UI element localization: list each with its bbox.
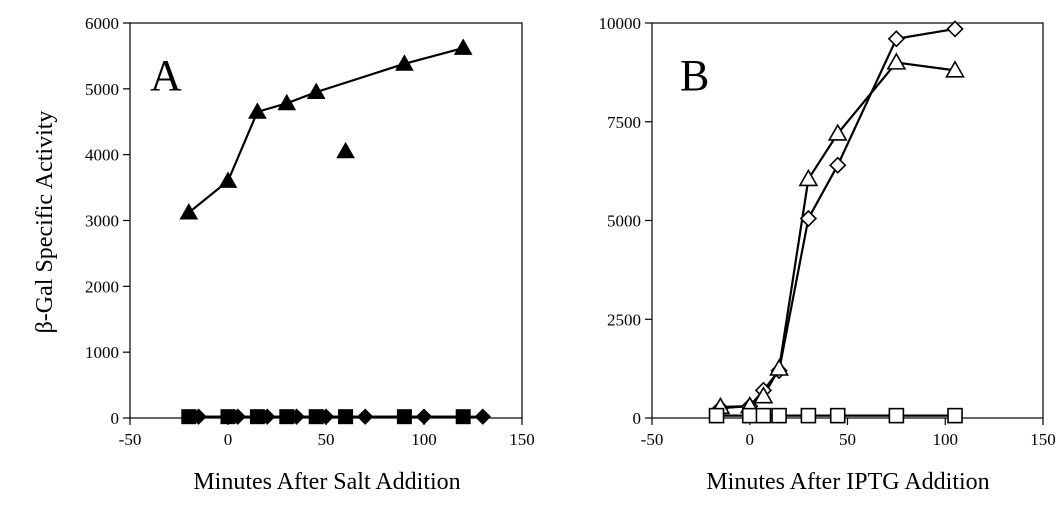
panel-a-series-4-point — [474, 408, 492, 425]
panel-b-series-3-point — [800, 407, 817, 424]
panel-b-x-tick-label: 150 — [1030, 430, 1056, 449]
panel-a-series-4-point — [415, 408, 433, 425]
panel-b-series-1-point — [799, 209, 818, 228]
panel-a: A Minutes After Salt Addition 0100020003… — [85, 14, 535, 495]
panel-b-y-tick-label: 5000 — [607, 212, 641, 231]
panel-a-series-2-point — [336, 141, 355, 159]
panel-a-x-tick-label: 0 — [224, 430, 233, 449]
panel-a-x-tick-label: 150 — [509, 430, 535, 449]
panel-a-x-tick-label: 50 — [318, 430, 335, 449]
panel-a-y-tick-label: 2000 — [85, 277, 119, 296]
panel-a-y-tick-label: 4000 — [85, 146, 119, 165]
panel-b-series-3-point — [755, 407, 772, 424]
panel-b-x-axis-title: Minutes After IPTG Addition — [706, 469, 989, 495]
panel-a-y-tick-label: 1000 — [85, 343, 119, 362]
panel-b-series-3-point — [829, 407, 846, 424]
panel-b-series-3-point — [771, 407, 787, 424]
panel-a-x-axis-title: Minutes After Salt Addition — [193, 469, 460, 495]
panel-a-y-tick-label: 5000 — [85, 80, 119, 99]
panel-a-series-1-line — [188, 46, 464, 214]
panel-b-series-2-point — [827, 123, 848, 141]
panel-b-series-1-line — [720, 27, 956, 410]
panel-b-x-tick-label: 100 — [933, 430, 959, 449]
panel-a-series-3-point — [396, 409, 412, 425]
panel-a-series-1-point — [453, 38, 473, 55]
panel-a-series-1-point — [277, 93, 297, 111]
panel-a-x-tick-label: 100 — [411, 430, 437, 449]
panel-a-y-tick-label: 6000 — [85, 14, 119, 33]
panel-b-letter: B — [680, 51, 709, 100]
panel-a-x-tick-label: -50 — [119, 430, 142, 449]
panel-b-y-tick-label: 2500 — [607, 310, 641, 329]
panel-a-letter: A — [150, 51, 182, 100]
panel-b-series-1-point — [829, 156, 847, 174]
panel-a-series-1-point — [306, 82, 326, 99]
panel-a-y-tick-label: 3000 — [85, 212, 119, 231]
panel-a-series-4-point — [317, 408, 335, 425]
panel-b-y-tick-label: 0 — [633, 409, 642, 428]
panel-a-series-4-point — [229, 408, 247, 425]
panel-b: B Minutes After IPTG Addition 0 2500 5000 7… — [599, 14, 1056, 495]
panel-b-series-1-point — [887, 30, 906, 48]
panel-b-series-2-point — [769, 358, 789, 376]
panel-b-x-tick-label: 50 — [839, 430, 856, 449]
panel-a-series-3-point — [455, 409, 471, 425]
panel-b-series-3-point — [708, 407, 725, 424]
panel-a-series-1-point — [395, 54, 414, 71]
panel-b-series-3-point — [888, 407, 905, 424]
panel-b-plot-frame — [651, 22, 1044, 419]
panel-b-series-3-point — [741, 407, 758, 424]
panel-a-plot-frame — [129, 22, 523, 419]
panel-b-series-2-point — [886, 52, 907, 70]
panel-b-series-2-point — [798, 168, 819, 187]
panel-a-series-4-point — [288, 408, 305, 425]
panel-b-series-2-point — [753, 386, 774, 404]
panel-a-series-3-point — [338, 409, 354, 425]
panel-b-x-tick-label: -50 — [641, 430, 664, 449]
y-axis-title: β-Gal Specific Activity — [32, 111, 58, 334]
panel-a-series-1-point — [179, 203, 199, 220]
panel-b-series-1-point — [946, 20, 964, 38]
panel-a-series-4-point — [356, 408, 374, 425]
panel-b-series-3-point — [947, 407, 963, 424]
panel-a-y-tick-label: 0 — [111, 409, 120, 428]
panel-b-series-2-point — [945, 60, 965, 78]
panel-b-x-tick-label: 0 — [746, 430, 755, 449]
panel-a-series-4-point — [258, 408, 276, 425]
panel-b-y-tick-label: 7500 — [607, 113, 641, 132]
panel-a-series-1-point — [248, 102, 267, 119]
panel-b-y-tick-label: 10000 — [599, 14, 642, 33]
panel-a-series-1-point — [218, 171, 238, 188]
panel-a-series-4-point — [190, 408, 207, 425]
panel-b-series-2-line — [720, 61, 956, 409]
